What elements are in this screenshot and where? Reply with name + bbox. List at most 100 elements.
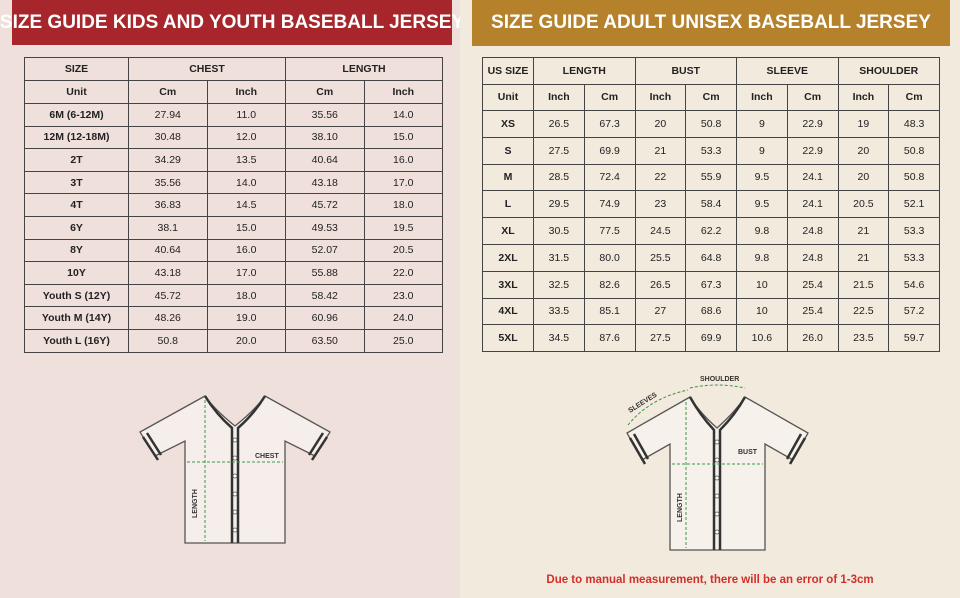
sleeve-stripes <box>628 433 807 465</box>
table-cell: 40.64 <box>128 238 208 263</box>
header-cell: 6M (6-12M) <box>24 103 129 127</box>
adult-title: SIZE GUIDE ADULT UNISEX BASEBALL JERSEY <box>472 0 950 46</box>
table-row: 2XL 31.5 80.0 25.5 64.8 9.8 24.8 21 53.3 <box>482 243 940 272</box>
table-cell: 9.8 <box>736 243 788 272</box>
header-cell: Cm <box>285 80 365 104</box>
table-cell: 25.0 <box>363 328 443 353</box>
header-cell: Inch <box>206 80 286 104</box>
measure-lines <box>187 400 283 541</box>
table-cell: 20.0 <box>206 328 286 353</box>
table-row: 6M (6-12M) 27.94 11.0 35.56 14.0 <box>24 103 443 127</box>
header-cell: 5XL <box>482 324 534 353</box>
table-cell: 10.6 <box>736 324 788 353</box>
kids-size-table: SIZE CHEST LENGTH Unit Cm Inch Cm Inch 6M (6-12M… <box>24 57 443 353</box>
table-cell: 50.8 <box>685 110 737 138</box>
header-cell: LENGTH <box>533 57 636 85</box>
header-cell: M <box>482 163 534 192</box>
header-cell: Inch <box>363 80 443 104</box>
kids-title: SIZE GUIDE KIDS AND YOUTH BASEBALL JERSE… <box>0 0 464 45</box>
table-cell: 80.0 <box>583 243 636 272</box>
table-cell: 62.2 <box>685 217 737 245</box>
table-cell: 77.5 <box>583 217 636 245</box>
table-row: Unit Cm Inch Cm Inch <box>24 80 443 104</box>
header-cell: Cm <box>128 80 208 104</box>
table-cell: 27 <box>634 297 687 326</box>
sleeves-label: SLEEVES <box>627 391 658 414</box>
table-row: XL 30.5 77.5 24.5 62.2 9.8 24.8 21 53.3 <box>482 217 940 245</box>
table-row: 3T 35.56 14.0 43.18 17.0 <box>24 170 443 195</box>
table-cell: 21 <box>837 217 890 245</box>
table-cell: 27.5 <box>634 324 687 353</box>
table-cell: 59.7 <box>888 324 940 353</box>
table-cell: 54.6 <box>888 270 940 299</box>
table-cell: 22.0 <box>363 261 443 285</box>
table-cell: 21 <box>837 243 890 272</box>
header-cell: Unit <box>24 80 129 104</box>
table-cell: 58.4 <box>685 190 737 219</box>
table-row: S 27.5 69.9 21 53.3 9 22.9 20 50.8 <box>482 136 940 165</box>
table-cell: 11.0 <box>206 103 286 127</box>
table-row: 5XL 34.5 87.6 27.5 69.9 10.6 26.0 23.5 59.7 <box>482 324 940 353</box>
table-cell: 22.9 <box>786 110 839 138</box>
header-cell: L <box>482 190 534 219</box>
table-cell: 24.0 <box>363 306 443 330</box>
length-label: LENGTH <box>192 489 199 518</box>
table-cell: 69.9 <box>583 136 636 165</box>
header-cell: CHEST <box>128 57 286 81</box>
sleeve-stripes <box>141 432 329 461</box>
header-cell: 4XL <box>482 297 534 326</box>
table-cell: 21 <box>634 136 687 165</box>
table-cell: 24.8 <box>786 243 839 272</box>
table-cell: 29.5 <box>533 190 585 219</box>
table-cell: 69.9 <box>685 324 737 353</box>
table-cell: 87.6 <box>583 324 636 353</box>
table-cell: 49.53 <box>285 215 365 240</box>
kids-jersey <box>139 395 331 544</box>
measurement-note: Due to manual measurement, there will be… <box>546 574 874 586</box>
table-cell: 30.5 <box>533 217 585 245</box>
buttons <box>232 437 238 533</box>
kids-panel: SIZE GUIDE KIDS AND YOUTH BASEBALL JERSE… <box>0 0 464 598</box>
header-cell: Cm <box>583 83 636 111</box>
table-cell: 19.5 <box>363 215 443 240</box>
table-cell: 22.5 <box>837 297 890 326</box>
table-row: L 29.5 74.9 23 58.4 9.5 24.1 20.5 52.1 <box>482 190 940 219</box>
table-row: SIZE CHEST LENGTH <box>24 57 443 81</box>
header-cell: 4T <box>24 193 129 217</box>
table-cell: 67.3 <box>685 270 737 299</box>
jersey-outline <box>626 396 809 551</box>
measure-lines <box>627 384 763 548</box>
table-cell: 9.5 <box>736 190 788 219</box>
table-cell: 52.07 <box>285 238 365 263</box>
buttons <box>714 439 720 535</box>
table-cell: 50.8 <box>888 163 940 192</box>
table-row: US SIZE LENGTH BUST SLEEVE SHOULDER <box>482 57 940 85</box>
table-cell: 25.4 <box>786 297 839 326</box>
table-row: 12M (12-18M) 30.48 12.0 38.10 15.0 <box>24 125 443 150</box>
adult-jersey <box>626 384 809 551</box>
table-row: 4XL 33.5 85.1 27 68.6 10 25.4 22.5 57.2 <box>482 297 940 326</box>
table-cell: 63.50 <box>285 328 365 353</box>
header-cell: BUST <box>634 57 737 85</box>
header-cell: Youth M (14Y) <box>24 306 129 330</box>
table-cell: 72.4 <box>583 163 636 192</box>
table-cell: 27.5 <box>533 136 585 165</box>
table-cell: 53.3 <box>888 217 940 245</box>
table-cell: 53.3 <box>685 136 737 165</box>
table-cell: 74.9 <box>583 190 636 219</box>
table-cell: 14.5 <box>206 193 286 217</box>
table-cell: 16.0 <box>363 148 443 172</box>
table-cell: 55.88 <box>285 261 365 285</box>
length-label: LENGTH <box>677 493 684 522</box>
table-cell: 26.5 <box>533 110 585 138</box>
table-row: Youth M (14Y) 48.26 19.0 60.96 24.0 <box>24 306 443 330</box>
table-row: M 28.5 72.4 22 55.9 9.5 24.1 20 50.8 <box>482 163 940 192</box>
header-cell: Inch <box>533 83 585 111</box>
header-cell: XL <box>482 217 534 245</box>
table-cell: 50.8 <box>128 328 208 353</box>
table-cell: 64.8 <box>685 243 737 272</box>
header-cell: 12M (12-18M) <box>24 125 129 150</box>
